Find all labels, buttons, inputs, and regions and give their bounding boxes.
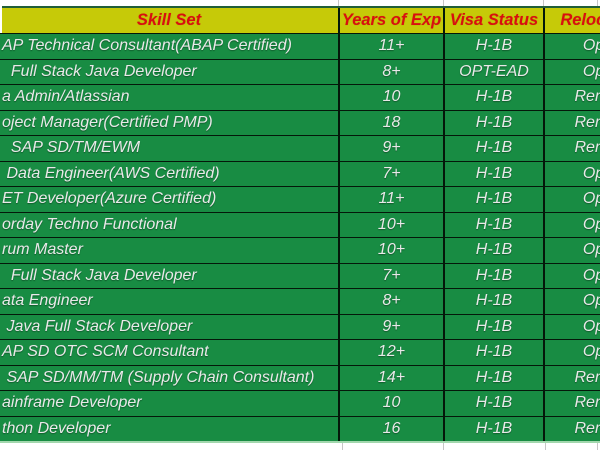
table-row[interactable]: Java Full Stack Developer 9+ H-1B Open	[0, 313, 600, 339]
skill-set-cell[interactable]: a Admin/Atlassian	[2, 88, 130, 106]
skill-set-cell[interactable]: rum Master	[2, 241, 83, 259]
table-row[interactable]: ainframe Developer 10 H-1B Remote	[0, 390, 600, 416]
years-of-exp-cell[interactable]: 10+	[338, 212, 443, 237]
skill-set-cell[interactable]: thon Developer	[2, 419, 111, 437]
table-row[interactable]: a Admin/Atlassian 10 H-1B Remote	[0, 84, 600, 110]
relocation-cell[interactable]: Remote	[543, 110, 600, 135]
table-row[interactable]: Full Stack Java Developer 8+ OPT-EAD Ope…	[0, 58, 600, 84]
relocation-cell[interactable]: Open	[543, 59, 600, 84]
years-of-exp-cell[interactable]: 14+	[338, 365, 443, 390]
visa-status-cell[interactable]: OPT-EAD	[443, 59, 543, 84]
years-of-exp-cell[interactable]: 9+	[338, 136, 443, 161]
table-top-border	[0, 6, 600, 8]
skill-set-cell[interactable]: SAP SD/MM/TM (Supply Chain Consultant)	[2, 368, 315, 386]
visa-status-cell[interactable]: H-1B	[443, 416, 543, 441]
gridline	[443, 443, 444, 450]
table-row[interactable]: SAP SD/TM/EWM 9+ H-1B Remote	[0, 135, 600, 161]
visa-status-cell[interactable]: H-1B	[443, 110, 543, 135]
relocation-cell[interactable]: Remote	[543, 416, 600, 441]
years-of-exp-cell[interactable]: 16	[338, 416, 443, 441]
skill-set-cell[interactable]: ainframe Developer	[2, 394, 142, 412]
table-row[interactable]: SAP SD/MM/TM (Supply Chain Consultant) 1…	[0, 364, 600, 390]
table-row[interactable]: AP Technical Consultant(ABAP Certified) …	[0, 33, 600, 59]
gridline	[443, 0, 444, 6]
years-of-exp-cell[interactable]: 7+	[338, 161, 443, 186]
years-of-exp-cell[interactable]: 8+	[338, 289, 443, 314]
column-header-relocation[interactable]: Relocation	[543, 8, 600, 33]
years-of-exp-cell[interactable]: 7+	[338, 263, 443, 288]
visa-status-cell[interactable]: H-1B	[443, 289, 543, 314]
candidates-table: Skill Set Years of Exp Visa Status Reloc…	[0, 6, 600, 441]
visa-status-cell[interactable]: H-1B	[443, 340, 543, 365]
skill-set-cell[interactable]: SAP SD/TM/EWM	[2, 139, 141, 157]
column-header-years-of-exp[interactable]: Years of Exp	[338, 8, 443, 33]
gridline	[597, 0, 598, 6]
years-of-exp-cell[interactable]: 11+	[338, 187, 443, 212]
table-row[interactable]: Data Engineer(AWS Certified) 7+ H-1B Ope…	[0, 160, 600, 186]
relocation-cell[interactable]: Remote	[543, 85, 600, 110]
visa-status-cell[interactable]: H-1B	[443, 212, 543, 237]
skill-set-cell[interactable]: ata Engineer	[2, 292, 93, 310]
relocation-cell[interactable]: Open	[543, 238, 600, 263]
table-row[interactable]: ET Developer(Azure Certified) 11+ H-1B O…	[0, 186, 600, 212]
table-row[interactable]: AP SD OTC SCM Consultant 12+ H-1B Open	[0, 339, 600, 365]
relocation-cell[interactable]: Open	[543, 161, 600, 186]
visa-status-cell[interactable]: H-1B	[443, 136, 543, 161]
years-of-exp-cell[interactable]: 10+	[338, 238, 443, 263]
relocation-cell[interactable]: Open	[543, 34, 600, 59]
table-body: AP Technical Consultant(ABAP Certified) …	[0, 33, 600, 441]
skill-set-cell[interactable]: AP SD OTC SCM Consultant	[2, 343, 209, 361]
table-row[interactable]: rum Master 10+ H-1B Open	[0, 237, 600, 263]
relocation-cell[interactable]: Open	[543, 263, 600, 288]
visa-status-cell[interactable]: H-1B	[443, 365, 543, 390]
years-of-exp-cell[interactable]: 11+	[338, 34, 443, 59]
relocation-cell[interactable]: Open	[543, 314, 600, 339]
gridline	[543, 0, 544, 6]
years-of-exp-cell[interactable]: 8+	[338, 59, 443, 84]
visa-status-cell[interactable]: H-1B	[443, 187, 543, 212]
table-header-row: Skill Set Years of Exp Visa Status Reloc…	[0, 8, 600, 33]
table-row[interactable]: orday Techno Functional 10+ H-1B Open	[0, 211, 600, 237]
visa-status-cell[interactable]: H-1B	[443, 391, 543, 416]
table-bottom-highlight	[0, 441, 600, 443]
visa-status-cell[interactable]: H-1B	[443, 263, 543, 288]
relocation-cell[interactable]: Remote	[543, 136, 600, 161]
column-header-visa-status[interactable]: Visa Status	[443, 8, 543, 33]
skill-set-cell[interactable]: oject Manager(Certified PMP)	[2, 113, 213, 131]
skill-set-cell[interactable]: orday Techno Functional	[2, 215, 177, 233]
relocation-cell[interactable]: Open	[543, 289, 600, 314]
table-row[interactable]: thon Developer 16 H-1B Remote	[0, 415, 600, 441]
skill-set-cell[interactable]: Java Full Stack Developer	[2, 317, 193, 335]
years-of-exp-cell[interactable]: 12+	[338, 340, 443, 365]
years-of-exp-cell[interactable]: 10	[338, 391, 443, 416]
column-header-skill-set[interactable]: Skill Set	[136, 11, 202, 29]
visa-status-cell[interactable]: H-1B	[443, 314, 543, 339]
years-of-exp-cell[interactable]: 9+	[338, 314, 443, 339]
visa-status-cell[interactable]: H-1B	[443, 238, 543, 263]
skill-set-cell[interactable]: Full Stack Java Developer	[2, 62, 197, 80]
skill-set-cell[interactable]: ET Developer(Azure Certified)	[2, 190, 217, 208]
relocation-cell[interactable]: Open	[543, 212, 600, 237]
relocation-cell[interactable]: Remote	[543, 365, 600, 390]
relocation-cell[interactable]: Remote	[543, 391, 600, 416]
gridline	[597, 443, 598, 450]
skill-set-cell[interactable]: AP Technical Consultant(ABAP Certified)	[2, 37, 292, 55]
table-row[interactable]: Full Stack Java Developer 7+ H-1B Open	[0, 262, 600, 288]
table-row[interactable]: ata Engineer 8+ H-1B Open	[0, 288, 600, 314]
gridline	[545, 443, 546, 450]
years-of-exp-cell[interactable]: 10	[338, 85, 443, 110]
gridline	[338, 0, 339, 6]
gridline	[342, 443, 343, 450]
years-of-exp-cell[interactable]: 18	[338, 110, 443, 135]
visa-status-cell[interactable]: H-1B	[443, 161, 543, 186]
relocation-cell[interactable]: Open	[543, 340, 600, 365]
table-row[interactable]: oject Manager(Certified PMP) 18 H-1B Rem…	[0, 109, 600, 135]
visa-status-cell[interactable]: H-1B	[443, 34, 543, 59]
skill-set-cell[interactable]: Full Stack Java Developer	[2, 266, 197, 284]
relocation-cell[interactable]: Open	[543, 187, 600, 212]
skill-set-cell[interactable]: Data Engineer(AWS Certified)	[2, 164, 220, 182]
visa-status-cell[interactable]: H-1B	[443, 85, 543, 110]
sheet-left-edge	[0, 6, 2, 33]
